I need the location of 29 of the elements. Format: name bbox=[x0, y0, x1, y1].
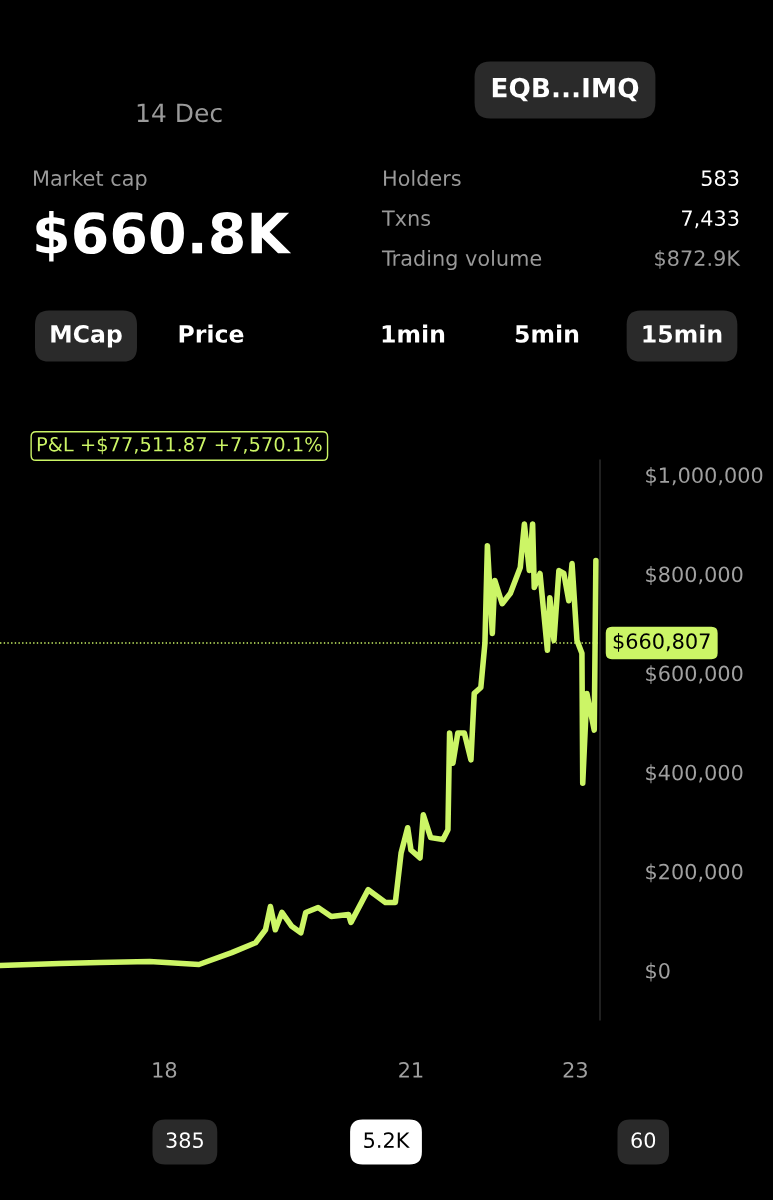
y-tick-label: $600,000 bbox=[646, 665, 743, 685]
text: 60 bbox=[631, 1132, 656, 1149]
text: Txns bbox=[381, 210, 431, 227]
text: MCap bbox=[51, 324, 122, 348]
text: 385 bbox=[166, 1132, 203, 1149]
text: Price bbox=[179, 324, 244, 343]
text: P&L +$77,511.87 +7,570.1% bbox=[37, 436, 322, 455]
text: 5.2K bbox=[364, 1132, 410, 1149]
y-tick-label: $1,000,000 bbox=[646, 466, 763, 486]
text: 5min bbox=[515, 324, 579, 343]
text: Market cap bbox=[34, 169, 147, 191]
x-tick-label: 23 bbox=[563, 1062, 587, 1078]
y-tick-label: $400,000 bbox=[646, 764, 743, 784]
text: 7,433 bbox=[682, 210, 739, 229]
text: 15min bbox=[643, 324, 722, 343]
text: $660.8K bbox=[36, 211, 292, 262]
ref-line-label: $660,807 bbox=[613, 632, 710, 652]
text: Trading volume bbox=[381, 249, 542, 271]
text: EQB...IMQ bbox=[492, 77, 639, 102]
y-tick-label: $0 bbox=[646, 962, 670, 982]
y-tick-label: $800,000 bbox=[646, 566, 743, 585]
text: 583 bbox=[701, 170, 739, 187]
x-tick-label: 18 bbox=[153, 1062, 177, 1078]
x-tick-label: 21 bbox=[399, 1062, 423, 1078]
y-tick-label: $200,000 bbox=[646, 863, 743, 883]
text: 14 Dec bbox=[137, 103, 222, 123]
text: 1min bbox=[382, 324, 445, 343]
text: Holders bbox=[384, 169, 461, 187]
text: $872.9K bbox=[655, 249, 741, 269]
